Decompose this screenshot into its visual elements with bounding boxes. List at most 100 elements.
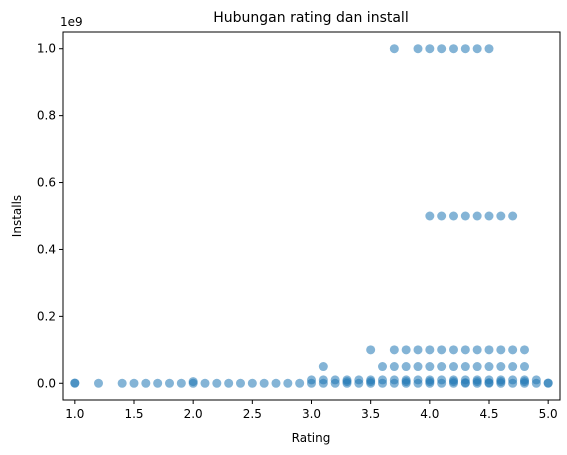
data-point bbox=[318, 362, 328, 372]
data-point bbox=[200, 378, 210, 388]
data-point bbox=[389, 378, 399, 388]
data-point bbox=[401, 345, 411, 355]
data-point bbox=[330, 378, 340, 388]
data-point bbox=[413, 345, 423, 355]
data-point bbox=[425, 362, 435, 372]
data-point bbox=[472, 211, 482, 221]
data-point bbox=[520, 378, 529, 388]
data-point bbox=[366, 378, 376, 388]
data-point bbox=[472, 362, 482, 372]
x-tick-label: 4.0 bbox=[420, 407, 439, 421]
data-point bbox=[449, 44, 458, 54]
data-point bbox=[437, 378, 447, 388]
data-point bbox=[295, 378, 305, 388]
data-point bbox=[520, 345, 529, 355]
data-point bbox=[484, 362, 494, 372]
data-point bbox=[460, 44, 470, 54]
y-tick-label: 0.8 bbox=[37, 109, 56, 123]
y-tick-label: 1.0 bbox=[37, 42, 56, 56]
data-point bbox=[70, 378, 80, 388]
y-tick-label: 0.4 bbox=[37, 242, 56, 256]
data-point bbox=[437, 211, 447, 221]
data-point bbox=[413, 378, 423, 388]
data-point bbox=[520, 362, 529, 372]
data-point bbox=[413, 362, 423, 372]
data-point bbox=[437, 362, 447, 372]
data-point bbox=[437, 345, 447, 355]
data-point bbox=[259, 378, 269, 388]
x-tick-label: 1.5 bbox=[124, 407, 143, 421]
data-point bbox=[496, 362, 506, 372]
data-point bbox=[236, 378, 245, 388]
data-point bbox=[378, 378, 387, 388]
y-tick-label: 0.2 bbox=[37, 309, 56, 323]
data-point bbox=[389, 345, 399, 355]
data-point bbox=[531, 378, 541, 388]
data-point bbox=[543, 378, 553, 388]
x-axis-label: Rating bbox=[292, 431, 331, 445]
x-tick-label: 3.0 bbox=[302, 407, 321, 421]
plot-frame bbox=[62, 31, 561, 401]
data-point bbox=[153, 378, 163, 388]
data-point bbox=[342, 378, 352, 388]
x-tick-label: 2.0 bbox=[184, 407, 203, 421]
data-points bbox=[70, 44, 553, 388]
y-axis-ticks: 0.0 0.2 0.4 0.6 0.8 1.0 bbox=[37, 42, 63, 390]
data-point bbox=[378, 362, 387, 372]
data-point bbox=[389, 362, 399, 372]
data-point bbox=[425, 44, 435, 54]
y-tick-label: 0.0 bbox=[37, 376, 56, 390]
data-point bbox=[117, 378, 127, 388]
data-point bbox=[401, 378, 411, 388]
data-point bbox=[141, 378, 151, 388]
data-point bbox=[401, 362, 411, 372]
data-point bbox=[496, 378, 506, 388]
data-point bbox=[484, 345, 494, 355]
x-tick-label: 5.0 bbox=[539, 407, 558, 421]
data-point bbox=[496, 211, 506, 221]
data-point bbox=[129, 378, 139, 388]
data-point bbox=[449, 362, 458, 372]
data-point bbox=[508, 211, 518, 221]
data-point bbox=[508, 362, 518, 372]
data-point bbox=[224, 378, 234, 388]
x-tick-label: 4.5 bbox=[479, 407, 498, 421]
data-point bbox=[437, 44, 447, 54]
x-tick-label: 2.5 bbox=[243, 407, 262, 421]
y-offset-label: 1e9 bbox=[60, 15, 83, 29]
data-point bbox=[389, 44, 399, 54]
data-point bbox=[508, 378, 518, 388]
data-point bbox=[366, 345, 376, 355]
data-point bbox=[484, 378, 494, 388]
data-point bbox=[425, 345, 435, 355]
data-point bbox=[307, 378, 316, 388]
data-point bbox=[460, 345, 470, 355]
data-point bbox=[449, 378, 458, 388]
data-point bbox=[165, 378, 174, 388]
x-tick-label: 1.0 bbox=[65, 407, 84, 421]
data-point bbox=[247, 378, 257, 388]
data-point bbox=[460, 362, 470, 372]
data-point bbox=[472, 44, 482, 54]
chart-title: Hubungan rating dan install bbox=[213, 10, 408, 26]
data-point bbox=[318, 378, 328, 388]
x-tick-label: 3.5 bbox=[361, 407, 380, 421]
data-point bbox=[472, 345, 482, 355]
data-point bbox=[508, 345, 518, 355]
data-point bbox=[271, 378, 281, 388]
data-point bbox=[484, 211, 494, 221]
data-point bbox=[449, 211, 458, 221]
data-point bbox=[94, 378, 103, 388]
data-point bbox=[413, 44, 423, 54]
data-point bbox=[283, 378, 293, 388]
data-point bbox=[176, 378, 186, 388]
data-point bbox=[212, 378, 222, 388]
data-point bbox=[496, 345, 506, 355]
data-point bbox=[460, 378, 470, 388]
data-point bbox=[425, 211, 435, 221]
data-point bbox=[472, 378, 482, 388]
data-point bbox=[425, 378, 435, 388]
data-point bbox=[354, 378, 364, 388]
data-point bbox=[460, 211, 470, 221]
